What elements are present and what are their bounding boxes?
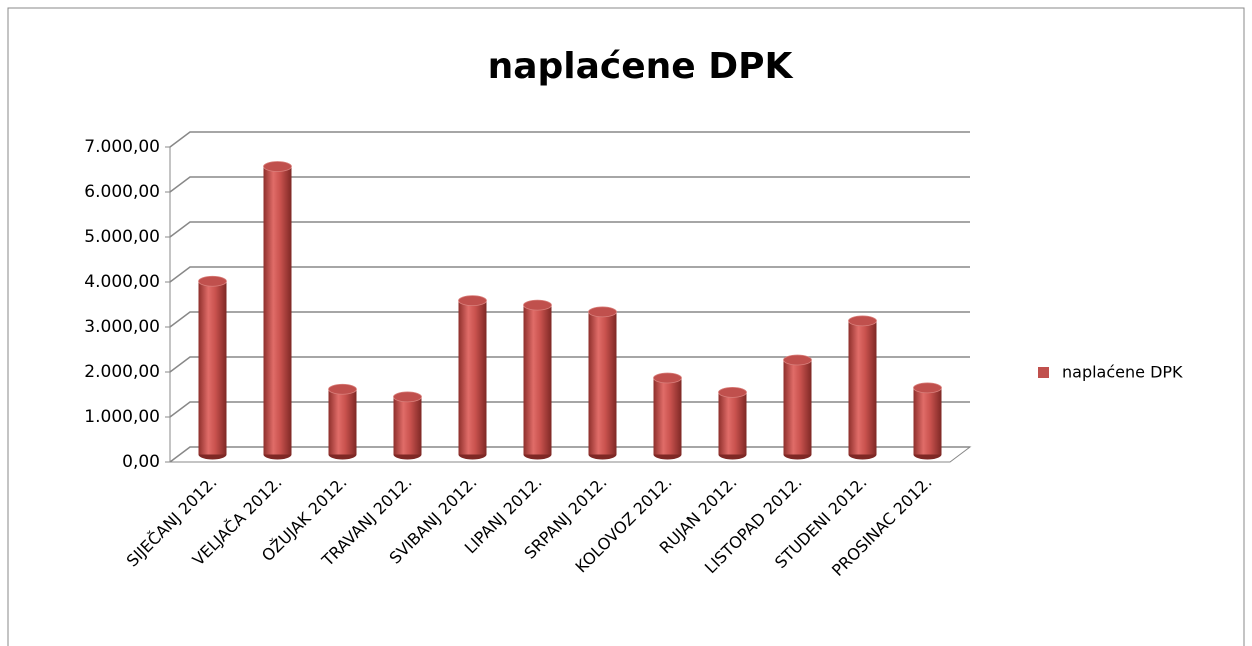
bar-top <box>653 372 682 384</box>
bar-top <box>198 275 227 287</box>
bar <box>653 378 682 455</box>
bar <box>588 311 617 455</box>
grid-line <box>169 266 970 283</box>
bar-top <box>263 161 292 172</box>
legend-label: naplaćene DPK <box>1062 363 1183 382</box>
grid-line <box>169 131 970 148</box>
bar <box>523 305 552 455</box>
bar <box>263 166 292 455</box>
bar-top <box>523 299 552 311</box>
grid-line <box>169 401 970 418</box>
y-tick-label: 1.000,00 <box>84 407 160 427</box>
y-tick-label: 3.000,00 <box>84 317 160 337</box>
bar-top <box>328 383 357 395</box>
y-tick-label: 6.000,00 <box>84 182 160 202</box>
bar <box>783 360 812 455</box>
bar-top <box>588 306 617 318</box>
chart-title: naplaćene DPK <box>488 46 794 87</box>
bar-top <box>913 382 942 394</box>
grid-line <box>169 221 970 238</box>
bar <box>718 392 747 455</box>
y-tick-label: 4.000,00 <box>84 272 160 292</box>
bar <box>913 387 942 455</box>
y-tick-label: 5.000,00 <box>84 227 160 247</box>
bar <box>328 389 357 455</box>
bar-top <box>393 391 422 403</box>
legend-swatch <box>1038 367 1049 378</box>
bar <box>458 300 487 455</box>
bar <box>393 396 422 455</box>
y-tick-label: 0,00 <box>122 452 160 472</box>
grid-line <box>169 311 970 328</box>
y-tick-label: 2.000,00 <box>84 362 160 382</box>
y-tick-label: 7.000,00 <box>84 137 160 157</box>
bar <box>198 281 227 455</box>
bar-top <box>783 354 812 366</box>
bar-top <box>458 295 487 307</box>
bar-top <box>718 386 747 398</box>
grid-line <box>169 176 970 193</box>
grid-line <box>169 356 970 373</box>
bar-top <box>848 315 877 327</box>
grid-line <box>169 446 970 463</box>
bar <box>848 320 877 455</box>
